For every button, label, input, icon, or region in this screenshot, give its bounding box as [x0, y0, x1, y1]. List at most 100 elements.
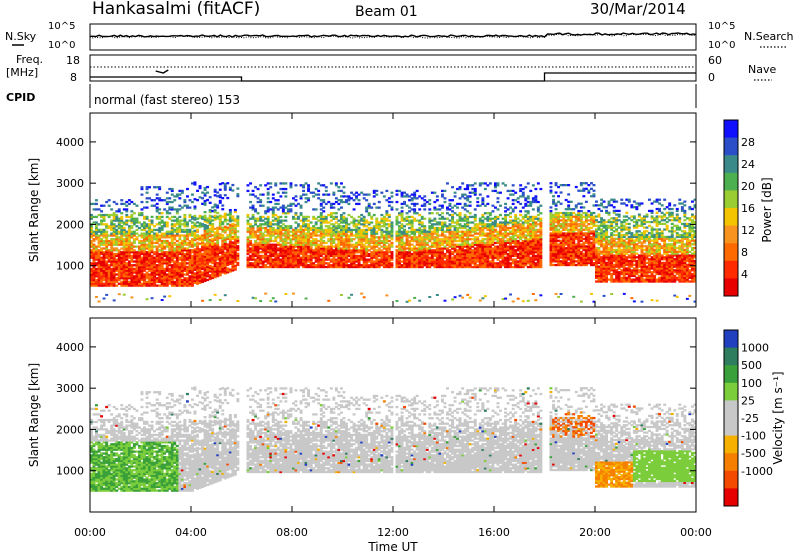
power-cell	[486, 203, 489, 205]
power-cell	[497, 223, 500, 225]
power-cell	[209, 239, 212, 241]
power-cell	[350, 221, 353, 223]
power-cell	[438, 221, 441, 223]
power-cell	[130, 214, 133, 216]
power-cell	[206, 218, 209, 220]
power-cell	[274, 218, 277, 220]
power-cell	[98, 214, 101, 216]
power-cell	[413, 192, 416, 194]
power-cell	[406, 212, 409, 214]
power-cell	[277, 199, 280, 201]
power-cell	[257, 225, 260, 227]
power-cell	[108, 240, 111, 242]
power-cell	[499, 238, 502, 240]
power-cell	[401, 264, 404, 266]
power-cell	[385, 294, 388, 296]
power-cell	[229, 209, 232, 211]
power-cell	[451, 214, 454, 216]
noise-panel-frame	[90, 24, 696, 50]
power-cell	[418, 208, 421, 210]
power-cell	[254, 218, 257, 220]
power-cell	[247, 214, 250, 216]
power-cell	[226, 223, 229, 225]
power-cell	[497, 231, 500, 233]
power-cell	[284, 192, 287, 194]
power-cell	[486, 195, 489, 197]
power-cell	[320, 203, 323, 205]
power-cell	[274, 229, 277, 231]
power-cell	[507, 214, 510, 216]
power-cell	[388, 205, 391, 207]
power-cell	[219, 189, 222, 191]
power-cell	[325, 246, 328, 248]
power-cell	[514, 229, 517, 231]
power-cell	[219, 200, 222, 202]
power-cell	[272, 297, 275, 299]
power-cell	[348, 214, 351, 216]
power-cell	[411, 216, 414, 218]
power-cell	[93, 231, 96, 233]
power-cell	[267, 266, 270, 268]
power-cell	[178, 257, 181, 259]
power-cell	[388, 220, 391, 222]
power-cell	[337, 220, 340, 222]
power-cell	[226, 234, 229, 236]
power-cell	[494, 216, 497, 218]
power-cell	[494, 229, 497, 231]
power-cell	[189, 275, 192, 277]
power-cell	[178, 190, 181, 192]
power-cell	[224, 183, 227, 185]
power-cell	[426, 201, 429, 203]
power-cell	[464, 208, 467, 210]
power-cell	[403, 218, 406, 220]
power-cell	[375, 190, 378, 192]
power-cell	[153, 246, 156, 248]
freq-traces	[90, 67, 696, 81]
power-cell	[312, 216, 315, 218]
power-cell	[264, 210, 267, 212]
power-cell	[312, 195, 315, 197]
freq-trace	[90, 73, 696, 81]
power-cell	[297, 223, 300, 225]
power-cell	[100, 229, 103, 231]
power-cell	[421, 205, 424, 207]
power-cell	[512, 190, 515, 192]
power-cell	[259, 199, 262, 201]
power-cell	[454, 255, 457, 257]
power-cell	[201, 192, 204, 194]
power-cell	[176, 208, 179, 210]
power-cell	[451, 299, 454, 301]
power-cell	[186, 262, 189, 264]
power-cell	[95, 262, 98, 264]
power-cell	[123, 203, 126, 205]
power-cell	[317, 194, 320, 196]
power-cell	[158, 234, 161, 236]
power-cell	[502, 233, 505, 235]
power-cell	[315, 227, 318, 229]
power-cell	[110, 268, 113, 270]
power-cell	[100, 247, 103, 249]
power-cell	[484, 295, 487, 297]
power-cell	[517, 218, 520, 220]
power-cell	[156, 207, 159, 209]
power-cell	[259, 223, 262, 225]
power-cell	[438, 227, 441, 229]
power-cell	[332, 216, 335, 218]
power-cell	[130, 242, 133, 244]
power-cell	[474, 247, 477, 249]
power-cell	[411, 208, 414, 210]
power-cell	[178, 216, 181, 218]
power-cell	[396, 208, 399, 210]
power-cell	[413, 297, 416, 299]
power-cell	[459, 244, 462, 246]
power-cell	[484, 242, 487, 244]
power-cell	[267, 238, 270, 240]
power-cell	[441, 212, 444, 214]
power-cell	[375, 207, 378, 209]
power-cell	[103, 283, 106, 285]
power-cell	[216, 195, 219, 197]
power-cell	[161, 240, 164, 242]
power-cell	[413, 246, 416, 248]
power-cell	[327, 246, 330, 248]
power-cell	[340, 214, 343, 216]
